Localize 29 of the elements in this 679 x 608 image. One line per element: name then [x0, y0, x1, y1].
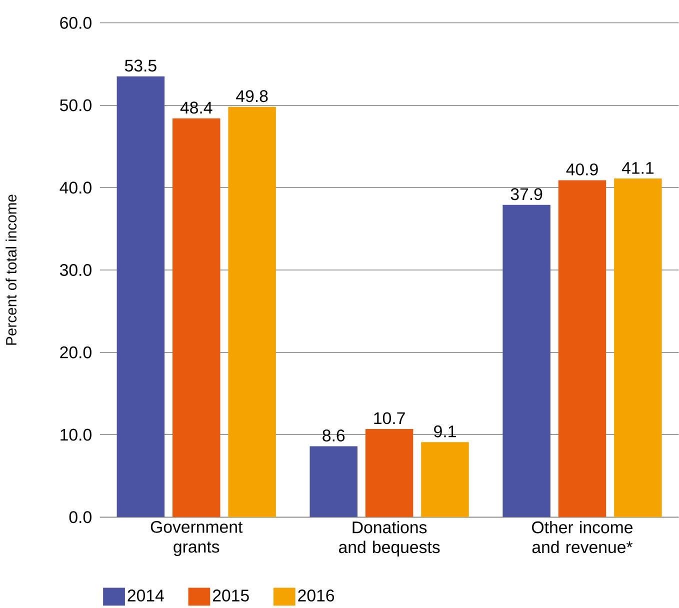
- data-label: 41.1: [622, 162, 654, 174]
- data-label: 53.5: [124, 60, 156, 72]
- legend-label: 2016: [298, 590, 334, 602]
- x-tick-label: Other income and revenue*: [532, 521, 633, 554]
- y-tick-label: 50.0: [60, 99, 92, 112]
- bar: [310, 446, 358, 518]
- bar: [116, 76, 165, 518]
- data-label: 37.9: [510, 188, 542, 200]
- legend-label: 2014: [128, 590, 164, 602]
- bar: [365, 429, 414, 518]
- data-label: 40.9: [566, 164, 598, 176]
- y-tick-label: 0.0: [69, 511, 92, 524]
- data-label: 49.8: [236, 90, 268, 102]
- y-tick-label: 30.0: [60, 264, 92, 276]
- y-axis-title: Percent of total income: [6, 194, 17, 345]
- bar: [228, 106, 276, 518]
- legend-label: 2015: [212, 590, 249, 602]
- x-tick-label: Donations and bequests: [338, 521, 440, 557]
- y-tick-label: 60.0: [60, 16, 92, 29]
- bar: [172, 118, 220, 518]
- data-label: 10.7: [374, 412, 405, 424]
- x-tick-label: Government grants: [150, 521, 243, 556]
- bar: [421, 442, 469, 518]
- bar: [614, 178, 662, 518]
- bar: [558, 180, 606, 518]
- y-tick-label: 40.0: [60, 182, 92, 194]
- y-tick-label: 20.0: [60, 346, 92, 358]
- y-tick-label: 10.0: [60, 428, 92, 441]
- bar: [502, 205, 550, 518]
